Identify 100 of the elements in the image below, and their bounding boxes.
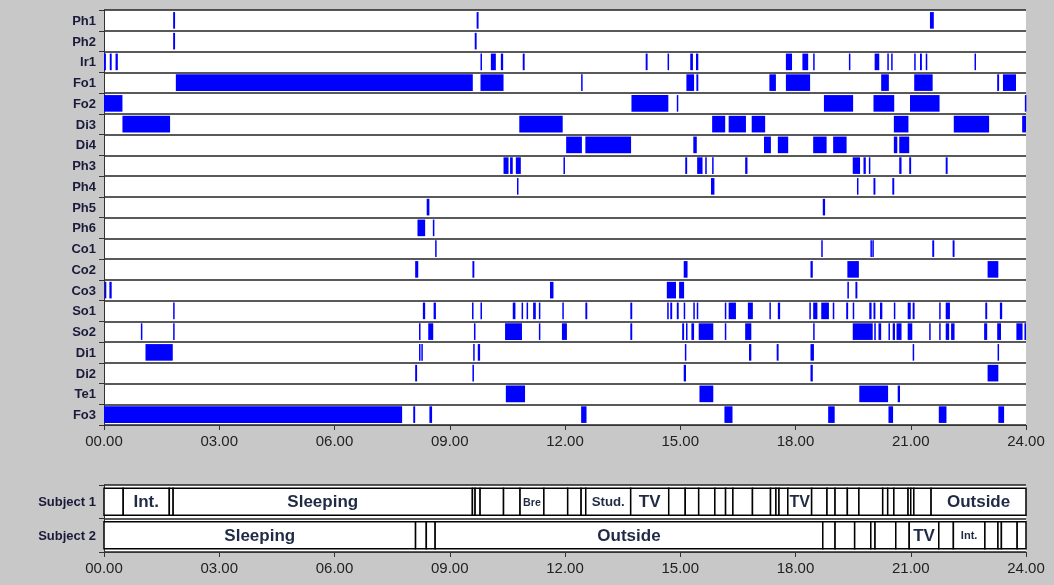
bar bbox=[175, 74, 473, 91]
bar bbox=[697, 157, 703, 174]
bar bbox=[429, 406, 433, 423]
bar bbox=[1016, 323, 1023, 340]
bar bbox=[823, 95, 854, 112]
x-tick-label: 03.00 bbox=[200, 559, 239, 576]
bar bbox=[505, 323, 522, 340]
bar bbox=[728, 115, 746, 133]
bar bbox=[585, 136, 632, 154]
y-tick-label: Co1 bbox=[71, 241, 96, 257]
bar bbox=[951, 323, 955, 340]
bar bbox=[691, 323, 695, 340]
bar bbox=[878, 323, 882, 340]
bar bbox=[802, 53, 809, 71]
bar bbox=[666, 281, 677, 299]
bar bbox=[997, 323, 1002, 340]
x-tick-label: 12.00 bbox=[546, 559, 584, 576]
bar bbox=[953, 115, 990, 133]
bar bbox=[869, 302, 872, 320]
data-label: TV bbox=[913, 525, 936, 545]
y-tick-label: Ir1 bbox=[80, 54, 96, 70]
bar bbox=[813, 136, 827, 154]
x-tick-label: 21.00 bbox=[891, 432, 930, 449]
bar bbox=[1002, 74, 1017, 91]
data-label: Sleeping bbox=[287, 492, 359, 512]
data-label: Stud. bbox=[591, 494, 625, 510]
bar bbox=[821, 302, 829, 320]
bar bbox=[810, 364, 813, 382]
bar bbox=[566, 136, 582, 154]
bar bbox=[914, 74, 933, 91]
y-tick-label: Co2 bbox=[71, 261, 96, 277]
x-tick-label: 09.00 bbox=[430, 559, 469, 576]
bar bbox=[859, 385, 889, 403]
y-tick-label: Subject 2 bbox=[38, 527, 96, 543]
bar bbox=[561, 323, 567, 340]
bar bbox=[785, 74, 811, 91]
bar bbox=[698, 323, 714, 340]
bar bbox=[104, 95, 123, 112]
bar bbox=[505, 385, 526, 403]
bar bbox=[145, 344, 173, 361]
x-tick-label: 15.00 bbox=[661, 432, 700, 449]
y-tick-label: Ph4 bbox=[72, 178, 97, 194]
bar bbox=[693, 136, 697, 154]
bar bbox=[1022, 115, 1026, 133]
bar bbox=[533, 302, 536, 320]
data-label: TV bbox=[789, 493, 811, 511]
bar bbox=[519, 115, 563, 133]
y-tick-label: Co3 bbox=[71, 282, 96, 298]
y-tick-label: Fo1 bbox=[72, 75, 96, 91]
x-tick-label: 00.00 bbox=[85, 432, 123, 449]
y-tick-label: Di1 bbox=[75, 344, 96, 360]
x-tick-label: 09.00 bbox=[430, 432, 469, 449]
bar bbox=[847, 261, 859, 278]
x-tick-label: 12.00 bbox=[546, 432, 584, 449]
bar bbox=[515, 157, 521, 174]
y-tick-label: Ph2 bbox=[72, 33, 96, 49]
bar bbox=[747, 302, 753, 320]
data-label: Int. bbox=[133, 492, 160, 512]
y-tick-label: Fo3 bbox=[72, 407, 96, 423]
data-label: Outside bbox=[946, 492, 1011, 512]
bar bbox=[769, 74, 776, 91]
bar bbox=[679, 281, 685, 299]
bar bbox=[712, 115, 726, 133]
bar bbox=[490, 53, 496, 71]
data-label: Sleeping bbox=[224, 525, 296, 545]
x-tick-label: 21.00 bbox=[891, 559, 930, 576]
bar bbox=[828, 406, 835, 423]
bar bbox=[899, 136, 910, 154]
bar bbox=[833, 136, 847, 154]
data-label: Bre bbox=[523, 495, 541, 508]
bar bbox=[415, 261, 419, 278]
bar bbox=[881, 74, 889, 91]
x-tick-label: 00.00 bbox=[85, 559, 123, 576]
x-tick-label: 24.00 bbox=[1007, 432, 1045, 449]
bar bbox=[699, 385, 714, 403]
bar bbox=[810, 261, 813, 278]
bar bbox=[631, 95, 669, 112]
y-tick-label: Ph3 bbox=[72, 158, 96, 174]
bar bbox=[813, 302, 818, 320]
bar bbox=[896, 323, 902, 340]
bar bbox=[777, 136, 789, 154]
x-tick-label: 03.00 bbox=[200, 432, 239, 449]
bar bbox=[852, 323, 873, 340]
y-tick-label: Subject 1 bbox=[38, 494, 96, 510]
data-label: Outside bbox=[597, 525, 661, 545]
bar bbox=[909, 95, 940, 112]
bar bbox=[893, 115, 909, 133]
bar bbox=[503, 157, 509, 174]
bar bbox=[785, 53, 793, 71]
x-tick-label: 18.00 bbox=[776, 559, 815, 576]
data-label: TV bbox=[638, 492, 662, 512]
y-tick-label: So1 bbox=[72, 303, 96, 319]
bar bbox=[987, 261, 999, 278]
y-tick-label: Di2 bbox=[75, 365, 96, 381]
bar bbox=[109, 281, 112, 299]
bar bbox=[764, 136, 771, 154]
x-tick-label: 18.00 bbox=[776, 432, 815, 449]
y-tick-label: Di4 bbox=[75, 137, 97, 153]
y-tick-label: Ph6 bbox=[72, 220, 96, 236]
x-tick-label: 24.00 bbox=[1007, 559, 1045, 576]
